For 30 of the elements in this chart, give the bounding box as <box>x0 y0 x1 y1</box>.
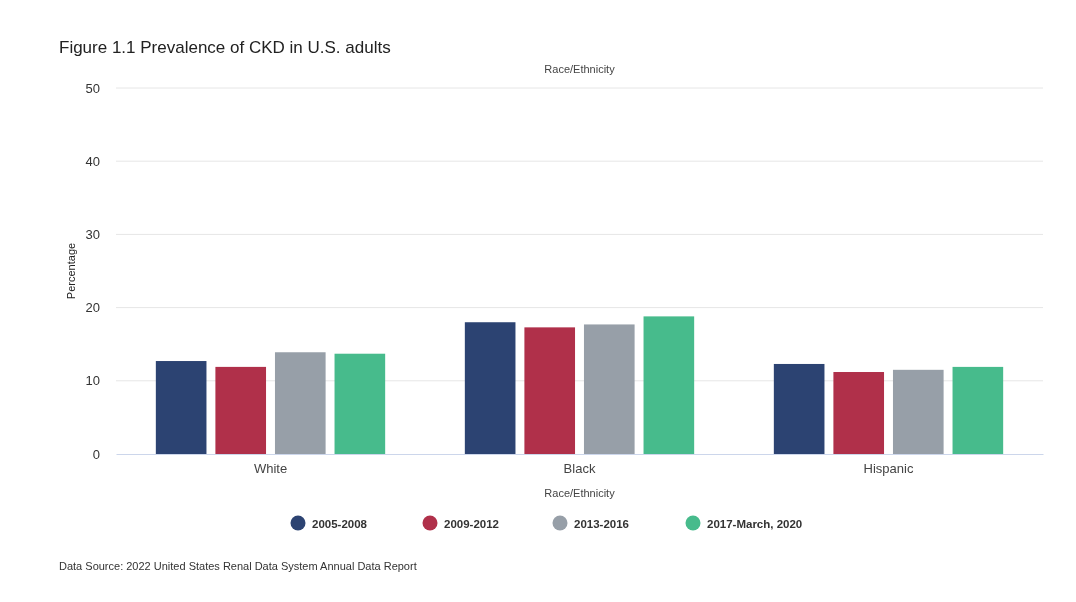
y-axis-title: Percentage <box>65 242 77 300</box>
legend-label: 2009-2012 <box>444 517 499 530</box>
y-tick-label: 40 <box>85 153 100 169</box>
bar <box>773 363 825 454</box>
bar <box>155 361 207 454</box>
y-tick-label: 0 <box>92 446 100 462</box>
x-tick-label: Black <box>563 461 596 477</box>
legend-label: 2005-2008 <box>312 517 368 530</box>
bar <box>833 372 885 454</box>
y-tick-label: 20 <box>85 300 100 316</box>
x-tick-label: White <box>253 461 288 477</box>
bar <box>643 316 695 454</box>
bar <box>334 353 386 454</box>
x-axis-title: Race/Ethnicity <box>544 487 616 499</box>
y-tick-label: 50 <box>85 80 100 96</box>
chart-subtitle: Race/Ethnicity <box>544 63 616 75</box>
bar <box>215 366 267 454</box>
source-note: Data Source: 2022 United States Renal Data System Annual Data Report <box>59 560 417 572</box>
bar <box>524 327 576 454</box>
legend-label: 2013-2016 <box>574 517 629 530</box>
y-tick-label: 30 <box>85 227 100 243</box>
chart-title: Figure 1.1 Prevalence of CKD in U.S. adults <box>59 38 391 57</box>
x-tick-label: Hispanic <box>863 461 914 477</box>
bar <box>274 352 326 454</box>
y-tick-label: 10 <box>85 373 100 389</box>
bar <box>892 369 944 454</box>
bar <box>464 322 516 454</box>
legend-label: 2017-March, 2020 <box>707 517 803 530</box>
bar <box>583 324 635 454</box>
bar <box>952 366 1004 454</box>
